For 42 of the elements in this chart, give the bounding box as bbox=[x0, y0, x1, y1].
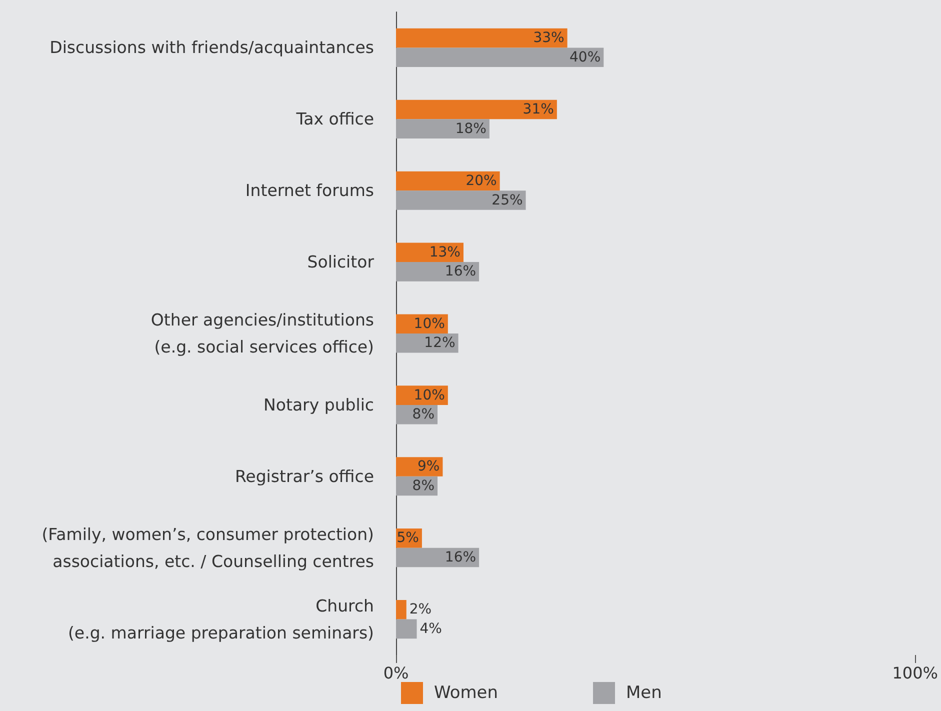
data-label: 4% bbox=[420, 620, 442, 637]
data-label: 10% bbox=[414, 387, 445, 404]
y-tick-label: Internet forums bbox=[245, 181, 374, 200]
data-label: 25% bbox=[492, 192, 523, 208]
data-label: 18% bbox=[455, 120, 486, 137]
y-tick-label: Discussions with friends/acquaintances bbox=[50, 38, 374, 58]
bar bbox=[396, 190, 526, 210]
data-label: 20% bbox=[466, 172, 497, 189]
bar bbox=[396, 262, 480, 282]
data-label: 31% bbox=[522, 102, 554, 118]
bar bbox=[396, 28, 568, 48]
data-label: 9% bbox=[418, 458, 440, 475]
data-label: 2% bbox=[409, 602, 432, 618]
bar bbox=[396, 600, 406, 620]
y-tick-label: Church (e.g. marriage preparation seminars) bbox=[68, 596, 374, 642]
bar bbox=[396, 619, 417, 639]
data-label: 5% bbox=[396, 530, 419, 546]
data-label: 40% bbox=[570, 49, 601, 66]
legend-label: Men bbox=[626, 683, 662, 703]
y-tick-label: (Family, women’s, consumer protection) associations, etc. / Counselling centres bbox=[42, 524, 374, 571]
y-tick-label: Tax office bbox=[295, 110, 374, 129]
bar bbox=[396, 100, 557, 120]
bar bbox=[396, 548, 480, 568]
data-label: 16% bbox=[444, 264, 476, 280]
bar bbox=[396, 48, 604, 68]
bar bbox=[396, 119, 490, 138]
y-tick-label: Notary public bbox=[264, 395, 374, 414]
data-label: 12% bbox=[424, 335, 456, 352]
data-label: 8% bbox=[412, 478, 435, 494]
x-tick-label: 0% bbox=[383, 664, 409, 682]
x-tick-label: 100% bbox=[892, 664, 938, 682]
data-label: 13% bbox=[429, 244, 460, 260]
legend-label: Women bbox=[434, 683, 498, 703]
data-label: 8% bbox=[412, 406, 435, 423]
bar bbox=[396, 334, 458, 353]
data-label: 16% bbox=[444, 549, 476, 566]
y-tick-label: Registrar’s office bbox=[234, 466, 374, 486]
data-label: 10% bbox=[414, 316, 445, 332]
y-tick-label: Solicitor bbox=[307, 252, 374, 272]
data-label: 33% bbox=[533, 30, 564, 46]
bar bbox=[396, 171, 500, 191]
y-tick-label: Other agencies/institutions (e.g. social services office) bbox=[150, 310, 374, 356]
